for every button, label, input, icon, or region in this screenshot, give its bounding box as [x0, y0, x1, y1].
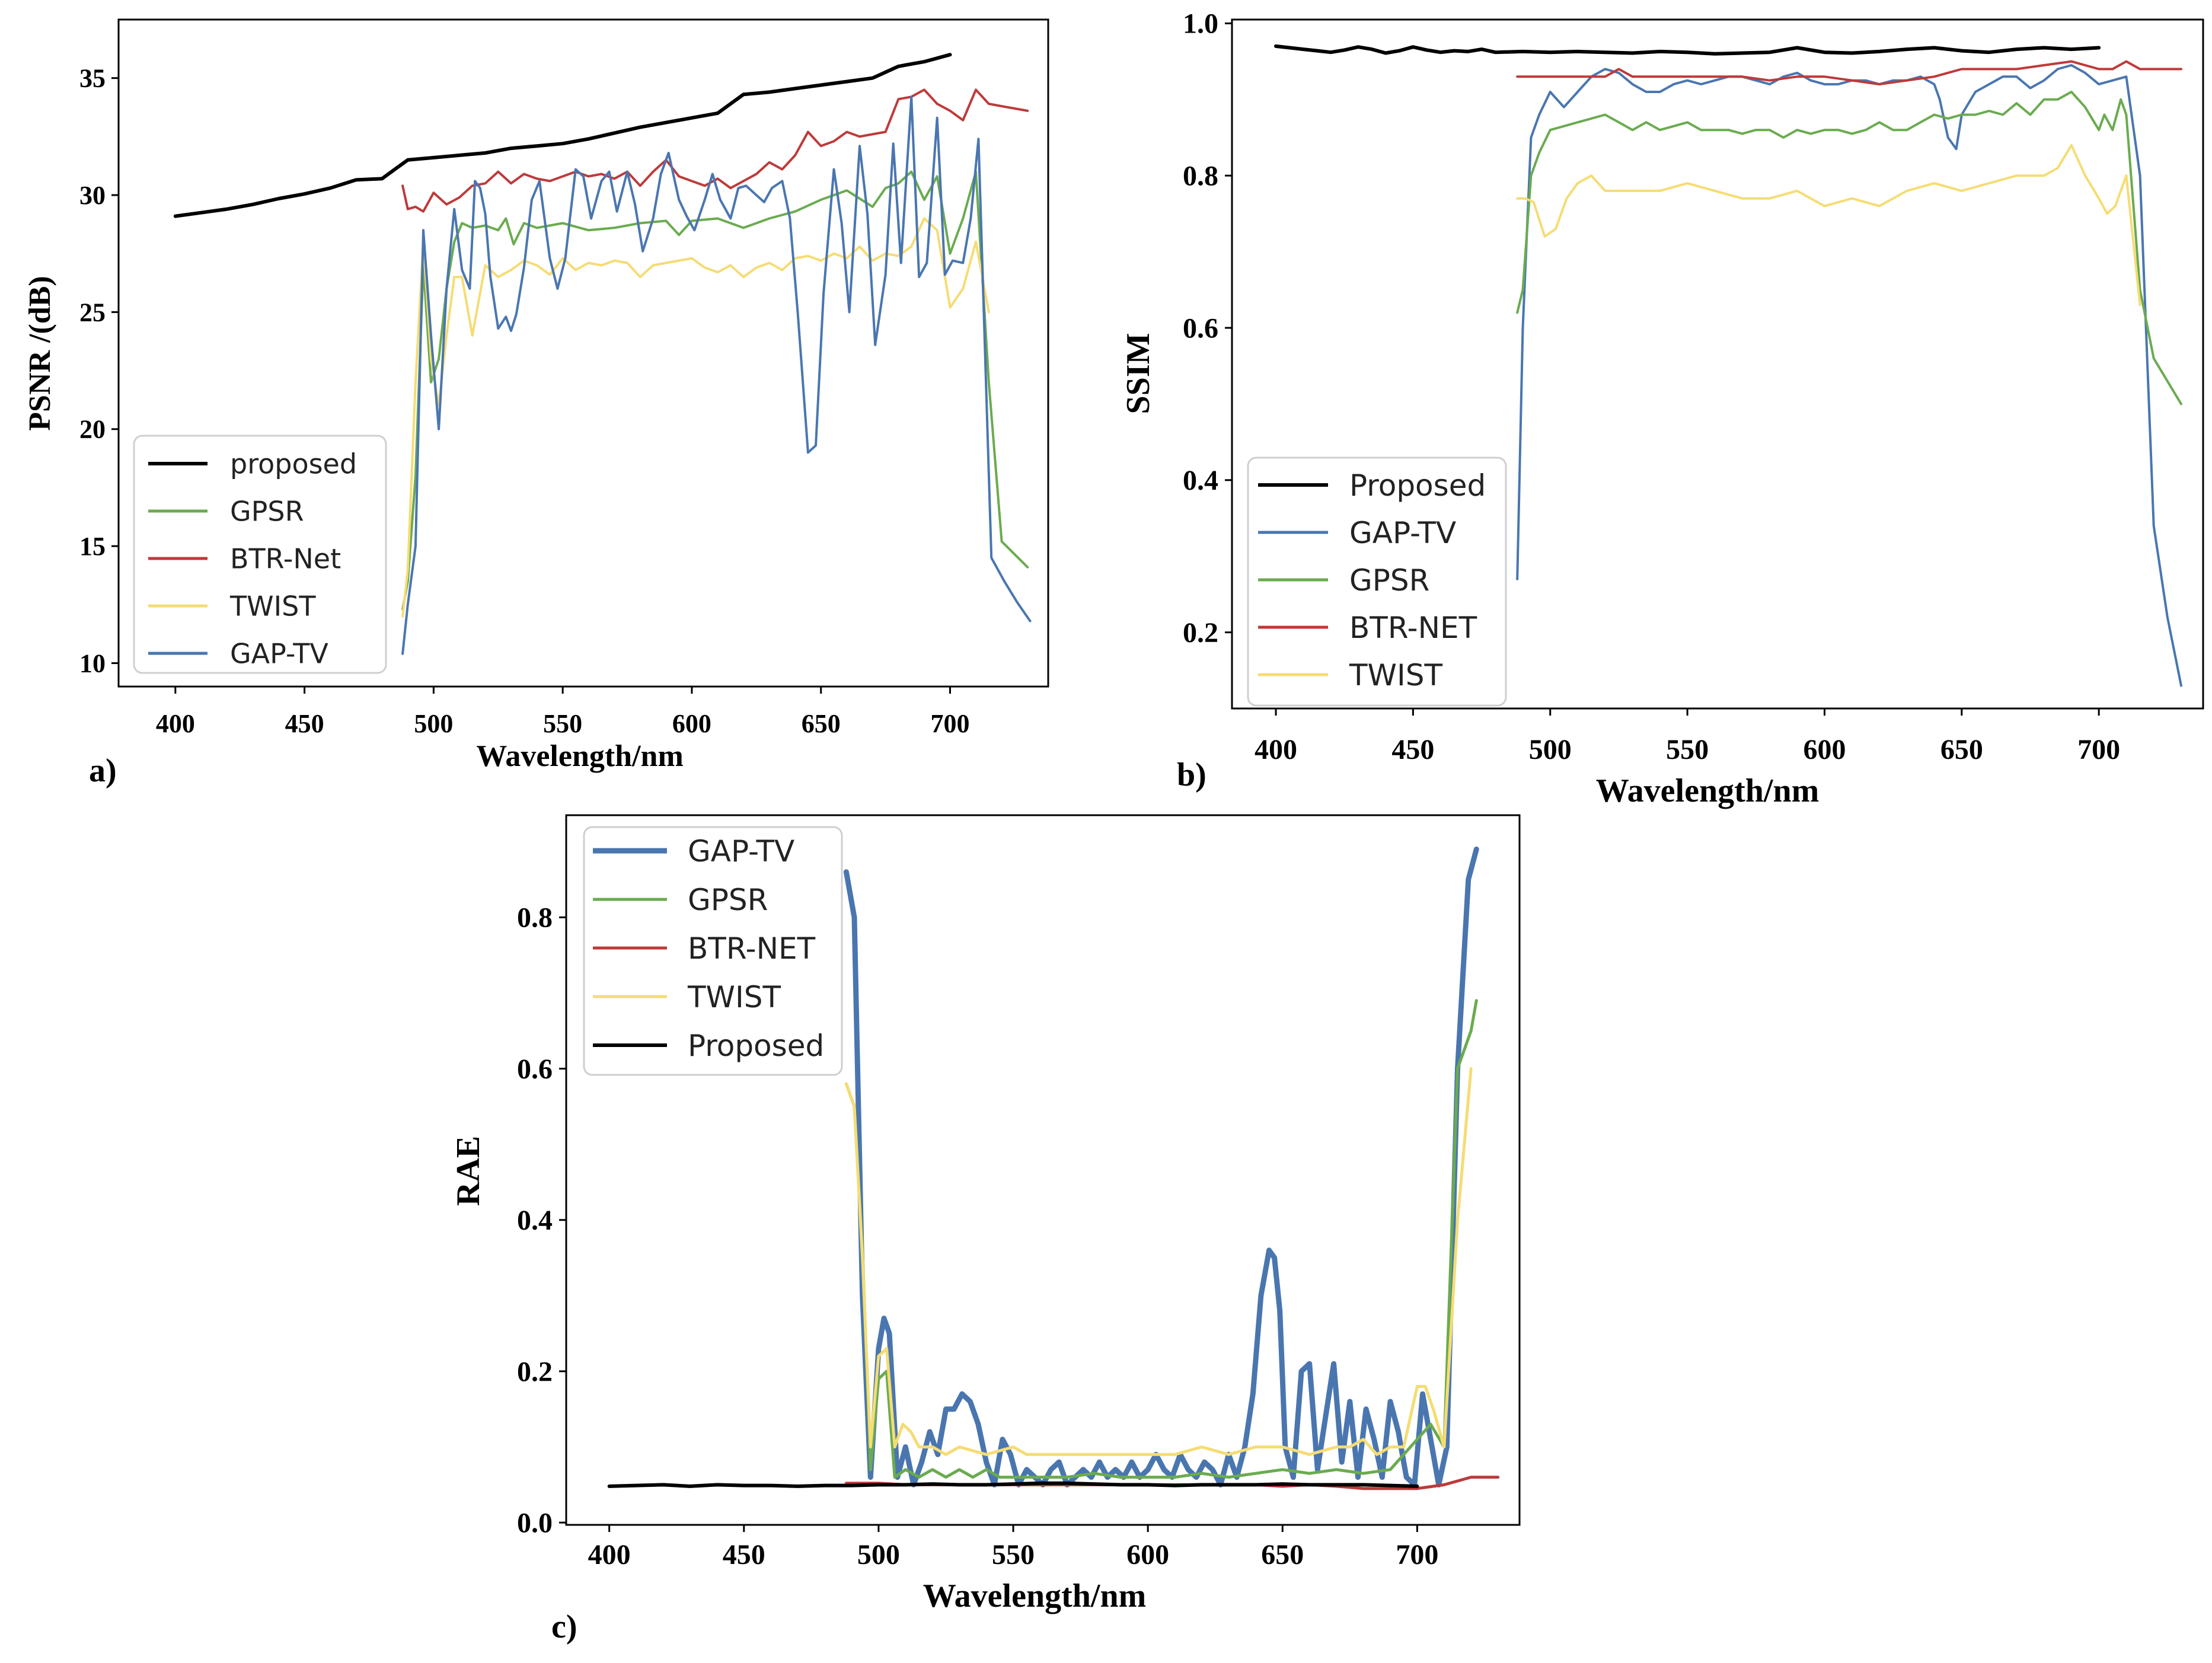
ssim-legend-label-twist: TWIST [1349, 658, 1442, 692]
rae-legend: GAP-TV GPSR BTR-NET TWIST Proposed [583, 826, 843, 1076]
psnr-series-line-gap-tv [401, 95, 1032, 655]
rae-series-line-twist [844, 1067, 1473, 1456]
ssim-y-tick-label: 0.6 [1183, 312, 1218, 344]
psnr-y-tick-label: 20 [79, 415, 106, 444]
rae-x-tick-label: 650 [1261, 1539, 1304, 1571]
rae-x-tick-label: 550 [992, 1539, 1035, 1571]
psnr-series-line-proposed [173, 53, 952, 218]
psnr-series-line-twist [401, 217, 990, 618]
rae-series-line-gpsr [844, 999, 1478, 1479]
ssim-y-tick-label: 0.4 [1183, 465, 1218, 496]
chart-rae: 400 450 500 550 600 650 700 0.0 0.2 0.4 0.6 0.8 Wa… [450, 814, 1521, 1645]
psnr-y-tick-label: 35 [79, 64, 106, 93]
psnr-x-tick-label: 650 [802, 709, 841, 738]
ssim-series-line-proposed [1274, 44, 2101, 56]
psnr-y-axis-label: PSNR /(dB) [23, 276, 57, 430]
psnr-legend-label-gap-tv: GAP-TV [230, 638, 328, 670]
ssim-plot-lines [1274, 44, 2182, 687]
ssim-legend: Proposed GAP-TV GPSR BTR-NET TWIST [1247, 457, 1507, 707]
psnr-legend-frame [133, 435, 387, 674]
rae-y-tick-label: 0.8 [517, 902, 553, 934]
rae-y-tick-label: 0.0 [517, 1507, 553, 1538]
rae-legend-label-gap-tv: GAP-TV [688, 834, 794, 869]
psnr-y-tick-label: 15 [79, 532, 106, 561]
psnr-x-tick-label: 500 [414, 709, 453, 738]
rae-x-axis-label: Wavelength/nm [923, 1578, 1146, 1614]
rae-legend-label-btr-net: BTR-NET [688, 931, 816, 966]
ssim-y-ticks: 0.2 0.4 0.6 0.8 1.0 [1183, 8, 1232, 649]
ssim-series-line-btr-net [1516, 60, 2182, 86]
psnr-x-tick-label: 600 [672, 709, 711, 738]
psnr-panel-label: a) [89, 752, 117, 789]
psnr-y-ticks: 10 15 20 25 30 35 [79, 64, 119, 678]
rae-x-ticks: 400 450 500 550 600 650 700 [588, 1525, 1438, 1571]
rae-x-tick-label: 500 [857, 1539, 900, 1571]
ssim-x-tick-label: 700 [2077, 734, 2120, 765]
ssim-legend-label-btr-net: BTR-NET [1349, 611, 1477, 645]
rae-x-tick-label: 450 [723, 1539, 765, 1571]
psnr-x-axis-label: Wavelength/nm [476, 739, 684, 773]
psnr-y-tick-label: 10 [79, 649, 106, 678]
ssim-x-axis-label: Wavelength/nm [1596, 773, 1819, 809]
ssim-y-tick-label: 1.0 [1183, 8, 1218, 40]
psnr-x-ticks: 400 450 500 550 600 650 700 [156, 687, 969, 738]
ssim-x-tick-label: 550 [1666, 734, 1709, 765]
psnr-x-tick-label: 700 [930, 709, 969, 738]
rae-legend-label-gpsr: GPSR [688, 883, 768, 917]
rae-plot-frame [565, 814, 1521, 1526]
ssim-x-tick-label: 500 [1529, 734, 1572, 765]
ssim-x-tick-label: 600 [1803, 734, 1846, 765]
ssim-x-ticks: 400 450 500 550 600 650 700 [1255, 708, 2120, 765]
rae-y-tick-label: 0.2 [517, 1356, 553, 1387]
ssim-y-axis-label: SSIM [1120, 333, 1157, 414]
psnr-x-tick-label: 550 [543, 709, 582, 738]
rae-series-line-gap-tv [843, 846, 1479, 1488]
ssim-legend-label-gap-tv: GAP-TV [1349, 516, 1456, 550]
ssim-panel-label: b) [1177, 757, 1206, 793]
rae-legend-label-proposed: Proposed [688, 1029, 824, 1063]
rae-y-tick-label: 0.4 [517, 1205, 553, 1236]
ssim-series-line-twist [1516, 143, 2141, 307]
psnr-legend-label-btr-net: BTR-Net [230, 543, 341, 575]
psnr-plot-lines [173, 53, 1032, 655]
ssim-y-tick-label: 0.8 [1183, 161, 1218, 192]
psnr-legend-label-twist: TWIST [229, 590, 316, 623]
rae-plot-lines [607, 846, 1500, 1490]
ssim-plot-frame [1231, 18, 2204, 710]
ssim-series-line-gpsr [1516, 91, 2182, 406]
psnr-y-tick-label: 25 [79, 298, 106, 327]
psnr-x-tick-label: 400 [156, 709, 195, 738]
psnr-x-tick-label: 450 [285, 709, 324, 738]
psnr-series-line-btr-net [401, 88, 1029, 213]
chart-psnr: 400 450 500 550 600 650 700 10 15 20 25 30 35 Wavel… [23, 18, 1049, 789]
ssim-y-tick-label: 0.2 [1183, 617, 1218, 649]
psnr-legend-label-proposed: proposed [230, 448, 357, 480]
rae-x-tick-label: 400 [588, 1539, 631, 1571]
ssim-x-tick-label: 400 [1255, 734, 1297, 765]
ssim-x-tick-label: 450 [1391, 734, 1434, 765]
rae-x-tick-label: 700 [1396, 1539, 1438, 1571]
psnr-y-tick-label: 30 [79, 181, 106, 210]
rae-series-line-proposed [607, 1481, 1419, 1488]
ssim-x-tick-label: 650 [1940, 734, 1983, 765]
rae-legend-label-twist: TWIST [687, 980, 781, 1014]
rae-y-tick-label: 0.6 [517, 1054, 553, 1085]
rae-y-ticks: 0.0 0.2 0.4 0.6 0.8 [517, 902, 566, 1538]
ssim-legend-label-gpsr: GPSR [1349, 563, 1429, 598]
ssim-legend-label-proposed: Proposed [1349, 468, 1486, 503]
rae-panel-label: c) [551, 1608, 577, 1645]
rae-y-axis-label: RAE [450, 1136, 487, 1206]
ssim-legend-frame [1247, 457, 1507, 707]
rae-x-tick-label: 600 [1126, 1539, 1169, 1571]
chart-ssim: 400 450 500 550 600 650 700 0.2 0.4 0.6 0.8 1.0 Wa… [1120, 8, 2204, 809]
psnr-plot-frame [117, 18, 1049, 688]
psnr-legend: proposed GPSR BTR-Net TWIST GAP-TV [133, 435, 387, 674]
psnr-legend-label-gpsr: GPSR [230, 496, 304, 528]
rae-legend-frame [583, 826, 843, 1076]
